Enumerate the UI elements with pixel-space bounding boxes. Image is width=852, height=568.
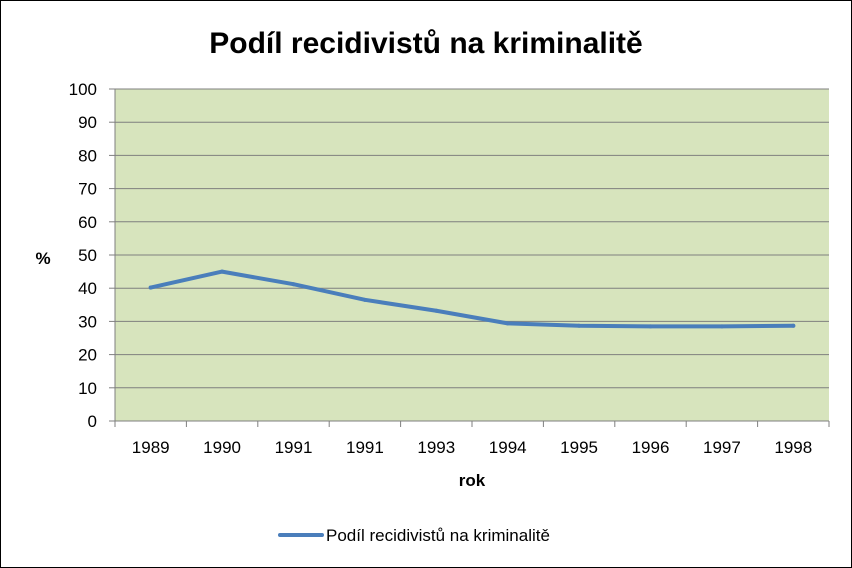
series-layer (148, 269, 796, 329)
legend-label: Podíl recidivistů na kriminalitě (326, 526, 550, 545)
x-tick-label: 1995 (560, 438, 598, 457)
y-axis-ticks: 0 10 20 30 40 50 60 70 80 90 100 (69, 80, 97, 431)
x-tick-label: 1990 (203, 438, 241, 457)
y-tick-label: 90 (78, 113, 97, 132)
x-tick-label: 1998 (774, 438, 812, 457)
y-tick-label: 60 (78, 213, 97, 232)
data-point (291, 282, 296, 287)
y-tick-label: 20 (78, 346, 97, 365)
y-axis-label: % (35, 249, 50, 268)
x-axis-ticks: 1989 1990 1991 1991 1993 1994 1995 1996 1997 1998 (132, 438, 812, 457)
x-tick-label: 1991 (346, 438, 384, 457)
data-point (434, 308, 439, 313)
data-point (791, 323, 796, 328)
y-tick-label: 100 (69, 80, 97, 99)
x-tick-label: 1996 (632, 438, 670, 457)
x-tick-label: 1993 (417, 438, 455, 457)
data-point (577, 323, 582, 328)
plot-area (109, 88, 830, 427)
x-tick-label: 1997 (703, 438, 741, 457)
x-axis-label: rok (459, 471, 486, 490)
data-point (362, 297, 367, 302)
data-point (719, 324, 724, 329)
data-point (220, 269, 225, 274)
y-tick-label: 70 (78, 180, 97, 199)
chart-title: Podíl recidivistů na kriminalitě (209, 27, 642, 60)
legend: Podíl recidivistů na kriminalitě (278, 526, 550, 545)
y-tick-label: 80 (78, 146, 97, 165)
y-tick-label: 50 (78, 246, 97, 265)
series-line (148, 269, 796, 329)
x-tick-label: 1991 (275, 438, 313, 457)
y-tick-label: 30 (78, 312, 97, 331)
y-tick-label: 0 (88, 412, 97, 431)
data-point (148, 285, 153, 290)
data-point (648, 324, 653, 329)
x-tick-label: 1994 (489, 438, 527, 457)
data-point (505, 321, 510, 326)
y-tick-label: 40 (78, 279, 97, 298)
y-tick-label: 10 (78, 379, 97, 398)
x-tick-label: 1989 (132, 438, 170, 457)
